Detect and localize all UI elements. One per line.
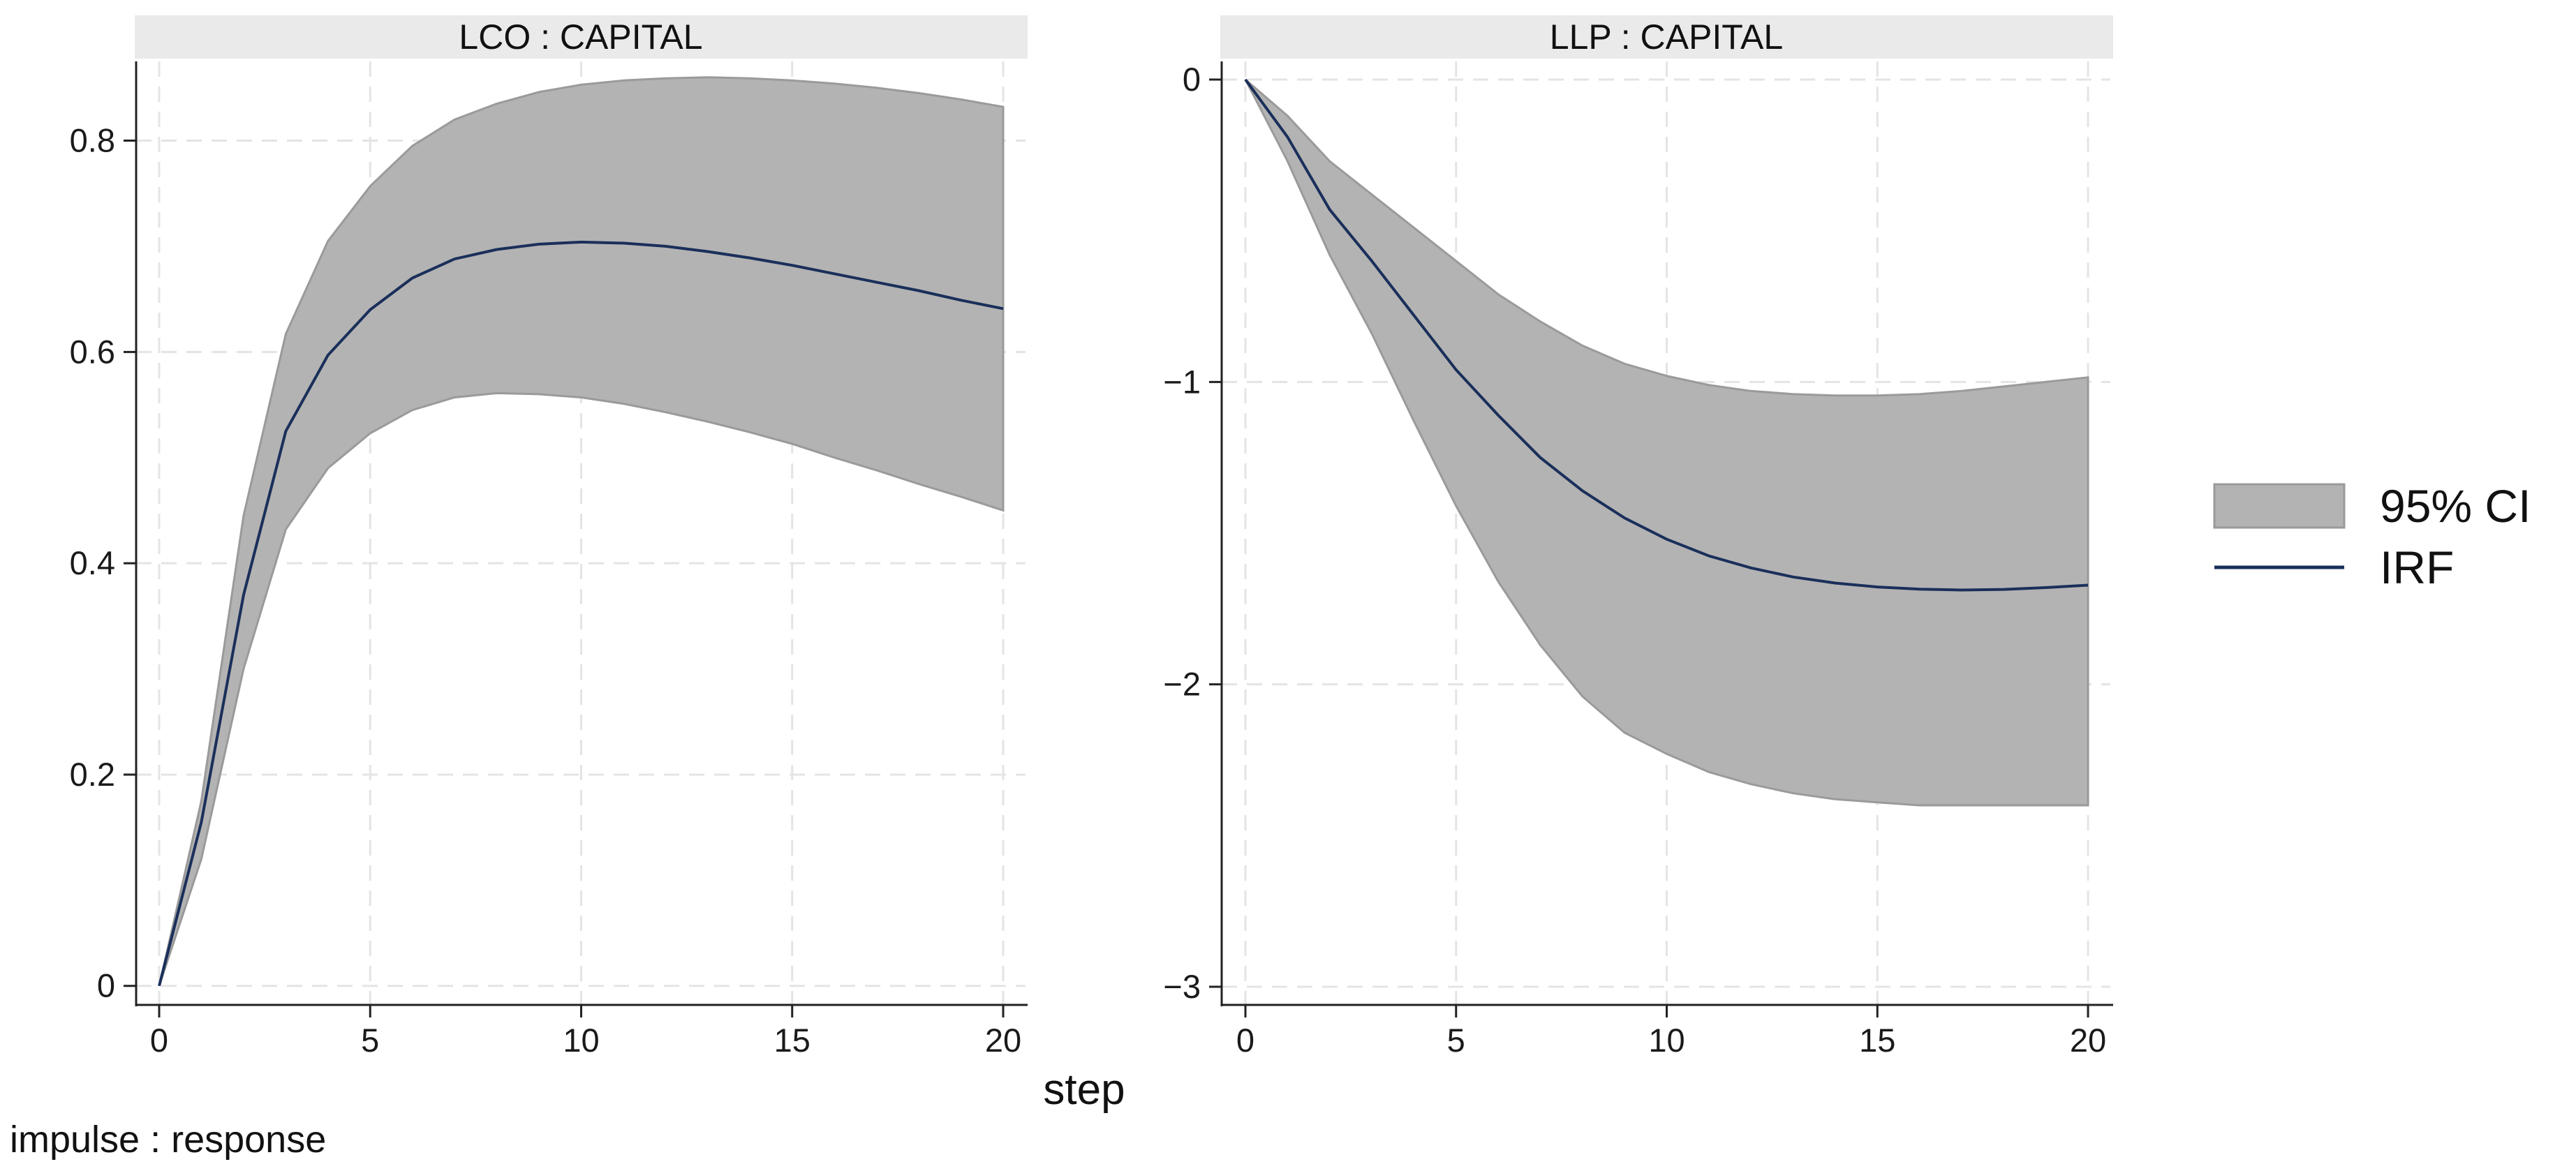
y-tick-label: 0 <box>1183 61 1201 98</box>
x-tick-label: 15 <box>1859 1022 1895 1059</box>
x-tick-label: 0 <box>150 1022 168 1059</box>
y-tick-label: 0.4 <box>70 544 115 581</box>
x-tick-label: 20 <box>2070 1022 2106 1059</box>
y-tick-label: 0 <box>97 967 115 1004</box>
x-tick-label: 5 <box>1447 1022 1465 1059</box>
y-tick-label: 0.2 <box>70 756 115 793</box>
y-ticks: −3 −2 −1 0 <box>1163 61 1222 1005</box>
legend-irf-label: IRF <box>2380 542 2454 593</box>
y-tick-label: −1 <box>1163 363 1201 400</box>
impulse-response-note: impulse : response <box>10 1119 326 1161</box>
y-tick-label: −2 <box>1163 666 1201 703</box>
x-tick-label: 5 <box>361 1022 379 1059</box>
irf-line <box>158 240 1004 987</box>
x-ticks: 0 5 10 15 20 <box>150 1005 1021 1059</box>
ci-band <box>1244 78 2089 807</box>
y-tick-label: 0.6 <box>70 333 115 370</box>
x-tick-label: 0 <box>1236 1022 1254 1059</box>
x-tick-label: 10 <box>1648 1022 1685 1059</box>
x-tick-label: 10 <box>563 1022 599 1059</box>
panel-lco-capital: LCO : CAPITAL 0 0.2 0.4 0.6 0.8 0 5 10 15 20 <box>70 15 1028 1059</box>
x-ticks: 0 5 10 15 20 <box>1236 1005 2106 1059</box>
irf-line <box>1244 78 2089 592</box>
y-tick-label: 0.8 <box>70 122 115 159</box>
panel-title-strip <box>1220 15 2113 59</box>
legend-ci-swatch <box>2213 483 2346 529</box>
panel-title: LLP : CAPITAL <box>1550 17 1783 57</box>
legend: 95% CI IRF <box>2213 480 2531 593</box>
y-tick-label: −3 <box>1163 968 1201 1005</box>
panel-title-strip <box>135 15 1028 59</box>
y-ticks: 0 0.2 0.4 0.6 0.8 <box>70 122 136 1004</box>
x-tick-label: 15 <box>774 1022 810 1059</box>
panel-llp-capital: LLP : CAPITAL −3 −2 −1 0 0 5 10 15 20 <box>1163 15 2113 1059</box>
panel-title: LCO : CAPITAL <box>459 17 702 57</box>
x-axis-title: step <box>1043 1066 1125 1114</box>
legend-ci-label: 95% CI <box>2380 480 2531 532</box>
x-tick-label: 20 <box>985 1022 1021 1059</box>
